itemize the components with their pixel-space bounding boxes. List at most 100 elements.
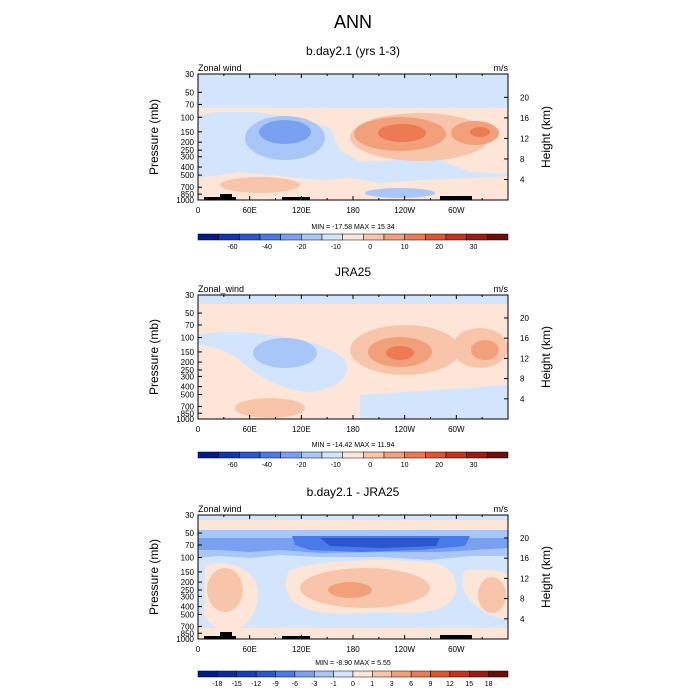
y-tick-label: 500: [181, 390, 195, 399]
colorbar-label: -1: [331, 681, 337, 688]
lower-westerly: [235, 398, 305, 418]
y-tick-label: 150: [181, 128, 195, 137]
lower-westerly: [220, 177, 300, 193]
positive-anomaly-core: [328, 582, 372, 598]
colorbar-swatch: [255, 670, 276, 678]
colorbar: -60 -40 -20 -10 0 10 20 30: [197, 451, 509, 469]
colorbar-label: -40: [262, 244, 272, 251]
colorbar-swatch: [197, 670, 218, 678]
min-max: MIN = -14.42 MAX = 11.94: [312, 442, 395, 449]
x-tick-label: 120E: [292, 645, 311, 654]
x-axis: 0 60E 120E 180 120W 60W: [196, 74, 483, 215]
x-tick-label: 0: [196, 425, 201, 434]
variable-label: Zonal wind: [198, 504, 242, 514]
colorbar-label: 30: [470, 244, 478, 251]
y-tick-label: 700: [181, 402, 195, 411]
x-tick-label: 60E: [243, 425, 257, 434]
jet-core: [378, 124, 426, 142]
y-tick-label: 250: [181, 586, 195, 595]
y-tick-label: 1000: [176, 415, 194, 424]
y2-tick-label: 16: [520, 554, 529, 563]
panel-title: b.day2.1 - JRA25: [307, 485, 400, 499]
y-tick-label: 200: [181, 138, 195, 147]
colorbar-swatch: [410, 670, 431, 678]
colorbar-swatch: [275, 670, 296, 678]
y-axis-label: Pressure (mb): [147, 99, 161, 175]
colorbar-swatch: [383, 233, 405, 241]
colorbar-swatch: [239, 451, 261, 459]
colorbar-swatch: [342, 451, 364, 459]
colorbar-label: -10: [331, 462, 341, 469]
y-axis-label: Pressure (mb): [147, 539, 161, 615]
colorbar: -60 -40 -20 -10 0 10 20 30: [197, 233, 509, 251]
y-tick-label: 200: [181, 578, 195, 587]
colorbar-swatch: [236, 670, 257, 678]
y-tick-label: 50: [185, 88, 194, 97]
units-label: m/s: [494, 63, 509, 73]
min-max: MIN = -17.58 MAX = 15.34: [311, 224, 394, 231]
surface-band: [198, 628, 508, 639]
colorbar-label: 3: [390, 681, 394, 688]
contour-field: [198, 295, 508, 419]
colorbar-swatch: [342, 233, 364, 241]
colorbar-label: -20: [296, 462, 306, 469]
colorbar-swatch: [404, 233, 426, 241]
y2-tick-label: 12: [520, 574, 529, 583]
colorbar-swatch: [383, 451, 405, 459]
y2-tick-label: 8: [520, 375, 525, 384]
colorbar-swatch: [469, 670, 489, 678]
jet-core-east: [470, 127, 490, 137]
colorbar-swatch: [239, 233, 261, 241]
colorbar-label: -6: [292, 681, 298, 688]
y-tick-label: 850: [181, 190, 195, 199]
y-tick-label: 250: [181, 146, 195, 155]
y-tick-label: 100: [181, 554, 195, 563]
colorbar-swatch: [363, 233, 385, 241]
upper-westerly-band: [198, 520, 508, 530]
colorbar-swatch: [197, 233, 219, 241]
colorbar-swatch: [321, 233, 343, 241]
colorbar-swatch: [391, 670, 412, 678]
y-tick-label: 30: [185, 511, 194, 520]
colorbar-label: 30: [470, 462, 478, 469]
y-tick-label: 1000: [176, 635, 194, 644]
colorbar-label: 18: [485, 681, 493, 688]
colorbar-swatch: [259, 233, 281, 241]
y-tick-label: 850: [181, 629, 195, 638]
y-tick-label: 100: [181, 113, 195, 122]
contour-field: [198, 515, 508, 639]
colorbar-label: 1: [370, 681, 374, 688]
contour-field: [198, 74, 508, 200]
colorbar-swatch: [259, 451, 281, 459]
colorbar-swatch: [217, 670, 237, 678]
y2-tick-label: 4: [520, 615, 525, 624]
y2-tick-label: 12: [520, 134, 529, 143]
x-tick-label: 0: [196, 645, 201, 654]
colorbar-swatch: [352, 670, 373, 678]
y-tick-label: 30: [185, 70, 194, 79]
easterly-core: [253, 338, 317, 368]
colorbar: -18 -15 -12 -9 -6 -3 -1 0 1 3 6 9 12 15 18: [197, 670, 509, 688]
y-axis-height: 20 16 12 8 4: [504, 314, 529, 404]
colorbar-label: 0: [351, 681, 355, 688]
panel-title: b.day2.1 (yrs 1-3): [306, 44, 400, 58]
y2-tick-label: 20: [520, 93, 529, 102]
colorbar-label: -60: [227, 462, 237, 469]
y2-tick-label: 4: [520, 395, 525, 404]
colorbar-swatch: [445, 233, 467, 241]
y-tick-label: 30: [185, 291, 194, 300]
colorbar-label: -9: [272, 681, 278, 688]
colorbar-swatch: [430, 670, 451, 678]
colorbar-label: -3: [311, 681, 317, 688]
positive-anomaly-east: [478, 577, 506, 613]
topography-peak: [220, 632, 232, 639]
colorbar-swatch: [301, 233, 323, 241]
x-tick-label: 120E: [292, 425, 311, 434]
x-tick-label: 180: [346, 425, 360, 434]
colorbar-label: 0: [368, 244, 372, 251]
colorbar-swatch: [425, 451, 447, 459]
x-tick-label: 120W: [394, 425, 415, 434]
y-tick-label: 150: [181, 568, 195, 577]
units-label: m/s: [494, 504, 509, 514]
